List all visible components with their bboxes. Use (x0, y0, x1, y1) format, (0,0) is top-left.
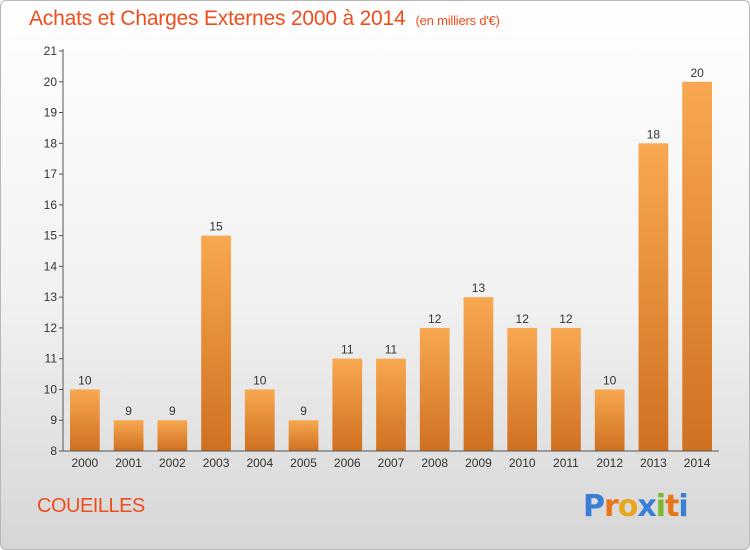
data-label-2002: 9 (169, 404, 176, 418)
axes-group: 2000 2001 2002 2003 2004 2005 2006 2007 2008 2009… (44, 44, 719, 470)
data-label-2007: 11 (385, 343, 398, 357)
x-tick-label-2012: 2012 (596, 456, 623, 470)
x-tick-label-2014: 2014 (684, 456, 711, 470)
y-tick-label-11: 11 (45, 352, 58, 366)
x-tick-label-2006: 2006 (334, 456, 361, 470)
bar-2011 (551, 327, 581, 451)
bar-2013 (638, 143, 669, 452)
x-tick-label-2003: 2003 (203, 456, 230, 470)
y-tick-label-10: 10 (44, 382, 58, 396)
y-tick-label-14: 14 (44, 259, 58, 273)
data-label-2010: 12 (516, 312, 530, 326)
bars-group: 10 9 9 15 10 9 11 11 12 13 12 12 10 18 20 (69, 66, 713, 452)
x-tick-label-2001: 2001 (115, 456, 142, 470)
y-tick-label-8: 8 (50, 444, 57, 458)
y-tick-label-20: 20 (44, 75, 58, 89)
y-tick-label-9: 9 (50, 413, 57, 427)
bar-2001 (113, 420, 144, 451)
data-label-2004: 10 (253, 373, 267, 387)
logo-letter: r (604, 489, 619, 524)
data-label-2012: 10 (603, 373, 617, 387)
bar-2006 (332, 358, 363, 451)
bar-2000 (69, 389, 100, 451)
y-tick-label-19: 19 (44, 106, 58, 120)
data-label-2006: 11 (341, 343, 354, 357)
data-label-2014: 20 (690, 66, 704, 80)
chart-title: Achats et Charges Externes 2000 à 2014 (e… (29, 7, 500, 31)
logo-letter: o (617, 489, 639, 524)
chart-title-text: Achats et Charges Externes 2000 à 2014 (29, 7, 406, 30)
y-tick-label-17: 17 (44, 167, 58, 181)
bar-2007 (376, 358, 406, 451)
y-tick-label-21: 21 (44, 44, 58, 58)
bar-2008 (419, 327, 450, 451)
data-label-2003: 15 (209, 220, 223, 234)
logo-letter: i (655, 489, 666, 524)
commune-name: COUEILLES (37, 495, 145, 517)
data-label-2009: 13 (472, 281, 486, 295)
logo-letter: P (583, 489, 605, 524)
data-label-2013: 18 (647, 127, 661, 141)
bar-2005 (288, 420, 319, 451)
logo-letter: i (678, 489, 688, 524)
bar-2003 (201, 235, 231, 451)
data-label-2011: 12 (559, 312, 573, 326)
logo-letter: x (637, 489, 656, 524)
x-tick-label-2011: 2011 (553, 456, 579, 470)
data-label-2008: 12 (428, 312, 442, 326)
x-tick-label-2000: 2000 (72, 456, 99, 470)
y-tick-label-16: 16 (44, 198, 58, 212)
bar-2009 (463, 297, 494, 451)
y-tick-label-12: 12 (44, 321, 58, 335)
x-tick-label-2009: 2009 (465, 456, 492, 470)
bar-2012 (594, 389, 625, 451)
y-tick-label-18: 18 (44, 136, 58, 150)
x-tick-label-2007: 2007 (378, 456, 405, 470)
chart-subtitle: (en milliers d'€) (415, 13, 500, 28)
data-label-2005: 9 (300, 404, 307, 418)
bar-2002 (157, 420, 188, 451)
data-label-2000: 10 (78, 373, 92, 387)
y-tick-label-15: 15 (44, 229, 58, 243)
bar-2010 (507, 327, 538, 451)
x-tick-label-2004: 2004 (246, 456, 273, 470)
proxiti-logo: Proxiti (583, 489, 689, 524)
x-tick-label-2010: 2010 (509, 456, 536, 470)
x-tick-label-2013: 2013 (640, 456, 667, 470)
x-tick-label-2002: 2002 (159, 456, 186, 470)
data-label-2001: 9 (125, 404, 132, 418)
x-tick-label-2008: 2008 (421, 456, 448, 470)
logo-letter: t (665, 489, 679, 524)
bar-2014 (682, 81, 713, 452)
bar-2004 (244, 389, 275, 451)
y-tick-label-13: 13 (44, 290, 58, 304)
x-tick-label-2005: 2005 (290, 456, 317, 470)
